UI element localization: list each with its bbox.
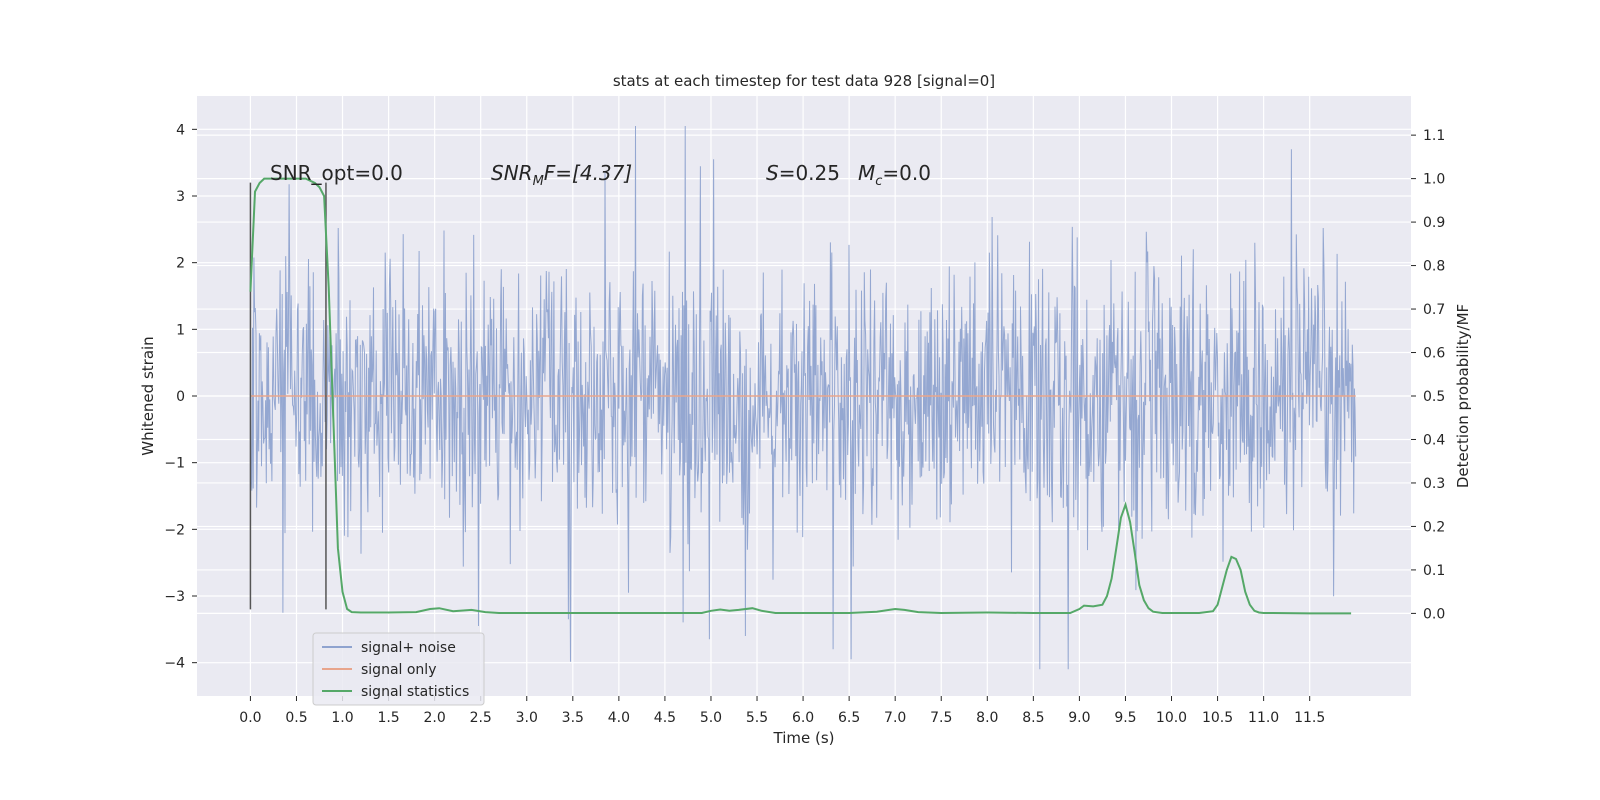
- y2-tick-label: 0.0: [1423, 606, 1445, 622]
- legend: signal+ noise signal only signal statist…: [312, 632, 485, 706]
- x-tick-label: 1.5: [377, 710, 399, 726]
- y-axis-ticks: 4 3 2 1 0 −1 −2 −3 −4: [164, 122, 197, 672]
- y-tick-label: −1: [164, 456, 185, 472]
- annotation-snr-opt: SNR_opt=0.0: [270, 161, 403, 185]
- y2-tick-label: 0.4: [1423, 432, 1445, 448]
- annotation-mc-symbol: M: [858, 161, 875, 185]
- y-tick-label: −3: [164, 589, 185, 605]
- x-tick-label: 3.0: [516, 710, 538, 726]
- annotation-snr-mf-subscript: M: [533, 174, 544, 189]
- annotation-snr-mf: SNRMF=[4.37]: [491, 161, 632, 189]
- y2-tick-label: 0.1: [1423, 563, 1445, 579]
- x-tick-label: 7.5: [930, 710, 952, 726]
- x-tick-label: 8.5: [1022, 710, 1044, 726]
- y2-tick-label: 0.7: [1423, 302, 1445, 318]
- signal-statistics-line: [249, 177, 1352, 615]
- x-tick-label: 3.5: [562, 710, 584, 726]
- x-tick-label: 5.0: [700, 710, 722, 726]
- y-tick-label: 2: [176, 256, 185, 272]
- annotation-s-value: =0.25: [779, 161, 840, 185]
- x-tick-label: 10.5: [1202, 710, 1233, 726]
- annotation-s: S=0.25: [766, 161, 840, 185]
- y-tick-label: −2: [164, 522, 185, 538]
- x-tick-label: 0.5: [285, 710, 307, 726]
- y-tick-label: 0: [176, 389, 185, 405]
- y2-tick-label: 0.2: [1423, 519, 1445, 535]
- annotation-snr-mf-symbol: SNR: [491, 161, 533, 185]
- vertical-markers: [249, 182, 327, 610]
- annotation-s-symbol: S: [766, 161, 779, 185]
- y2-axis-ticks: 1.1 1.0 0.9 0.8 0.7 0.6 0.5 0.4 0.3 0.2 0.1 0.0: [1411, 128, 1445, 622]
- x-tick-label: 2.5: [470, 710, 492, 726]
- x-tick-label: 0.0: [239, 710, 261, 726]
- annotation-mc: Mc=0.0: [858, 161, 931, 189]
- y2-tick-label: 0.8: [1423, 259, 1445, 275]
- x-tick-label: 11.0: [1248, 710, 1279, 726]
- y-axis-label: Whitened strain: [139, 336, 157, 455]
- legend-label-signal-statistics: signal statistics: [361, 684, 469, 700]
- x-tick-label: 2.0: [424, 710, 446, 726]
- x-tick-label: 6.0: [792, 710, 814, 726]
- annotation-snr-mf-value: F=[4.37]: [544, 161, 632, 185]
- signal-noise-series: [249, 125, 1357, 670]
- x-tick-label: 7.0: [884, 710, 906, 726]
- y2-tick-label: 1.1: [1423, 128, 1445, 144]
- x-tick-label: 9.0: [1068, 710, 1090, 726]
- annotation-mc-value: =0.0: [882, 161, 931, 185]
- legend-box: [312, 632, 485, 706]
- x-tick-label: 6.5: [838, 710, 860, 726]
- legend-label-signal-noise: signal+ noise: [361, 640, 456, 656]
- legend-label-signal-only: signal only: [361, 662, 436, 678]
- y2-tick-label: 0.6: [1423, 346, 1445, 362]
- y2-tick-label: 0.3: [1423, 476, 1445, 492]
- x-tick-label: 10.0: [1156, 710, 1187, 726]
- annotation-mc-subscript: c: [875, 174, 882, 189]
- y2-tick-label: 1.0: [1423, 172, 1445, 188]
- y-tick-label: 4: [176, 122, 185, 138]
- y-tick-label: −4: [164, 656, 185, 672]
- x-axis-ticks: 0.0 0.5 1.0 1.5 2.0 2.5 3.0 3.5 4.0 4.5 5.0 5.5 6.0 6…: [239, 696, 1325, 726]
- x-tick-label: 11.5: [1294, 710, 1325, 726]
- y2-axis-label: Detection probability/MF: [1454, 304, 1472, 488]
- x-tick-label: 5.5: [746, 710, 768, 726]
- chart-title: stats at each timestep for test data 928…: [613, 72, 995, 90]
- signal-noise-line: [249, 125, 1357, 670]
- y2-tick-label: 0.9: [1423, 215, 1445, 231]
- y-tick-label: 3: [176, 189, 185, 205]
- x-tick-label: 4.5: [654, 710, 676, 726]
- signal-statistics-series: [249, 177, 1352, 615]
- x-tick-label: 8.0: [976, 710, 998, 726]
- y-tick-label: 1: [176, 322, 185, 338]
- x-tick-label: 9.5: [1114, 710, 1136, 726]
- y2-tick-label: 0.5: [1423, 389, 1445, 405]
- x-axis-label: Time (s): [773, 729, 835, 747]
- x-tick-label: 1.0: [331, 710, 353, 726]
- x-tick-label: 4.0: [608, 710, 630, 726]
